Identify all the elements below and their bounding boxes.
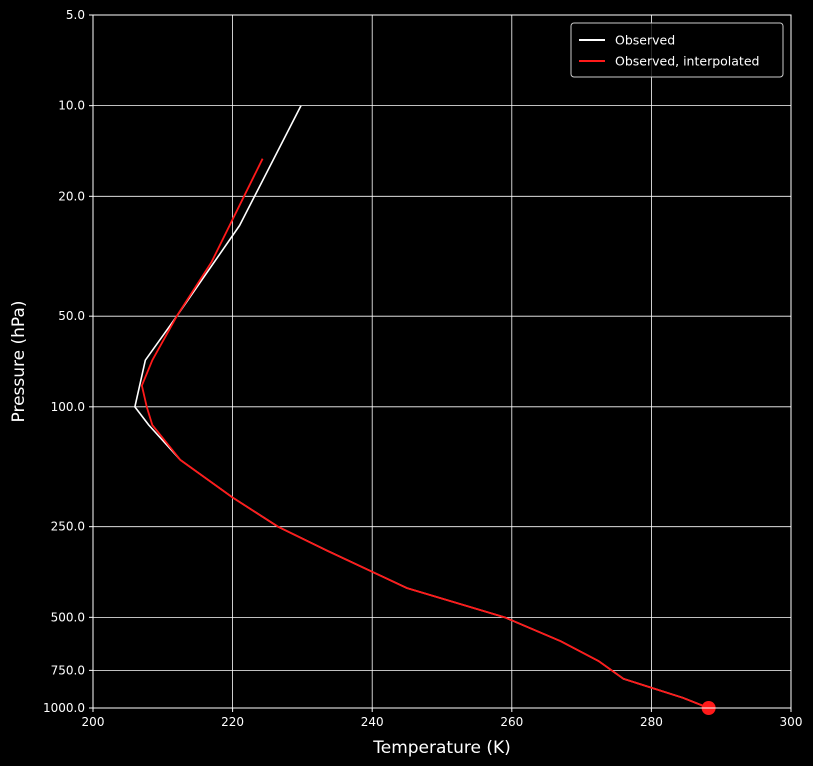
y-tick-label: 500.0 xyxy=(51,610,85,624)
x-tick-label: 300 xyxy=(780,715,803,729)
x-tick-label: 240 xyxy=(361,715,384,729)
y-tick-label: 20.0 xyxy=(58,189,85,203)
y-tick-label: 1000.0 xyxy=(43,701,85,715)
x-tick-label: 220 xyxy=(221,715,244,729)
series-line-observed-interpolated xyxy=(140,158,709,709)
legend-entry: Observed, interpolated xyxy=(615,54,759,69)
x-tick-label: 200 xyxy=(82,715,105,729)
y-axis-label: Pressure (hPa) xyxy=(9,301,29,423)
legend-box xyxy=(570,22,784,78)
y-tick-label: 10.0 xyxy=(58,99,85,113)
ticks: 200 220 240 260 280 300 5.0 10.0 20.0 50.0 100.0 25… xyxy=(43,8,802,729)
x-tick-label: 260 xyxy=(500,715,523,729)
y-tick-label: 5.0 xyxy=(66,8,85,22)
plot-frame xyxy=(92,14,792,709)
legend: Observed Observed, interpolated xyxy=(570,22,784,78)
series-layer xyxy=(134,105,716,715)
x-axis-label: Temperature (K) xyxy=(372,738,511,758)
x-tick-label: 280 xyxy=(640,715,663,729)
y-tick-label: 100.0 xyxy=(51,400,85,414)
y-tick-label: 750.0 xyxy=(51,663,85,677)
legend-entry: Observed xyxy=(615,33,675,48)
y-tick-label: 250.0 xyxy=(51,520,85,534)
y-tick-label: 50.0 xyxy=(58,309,85,323)
